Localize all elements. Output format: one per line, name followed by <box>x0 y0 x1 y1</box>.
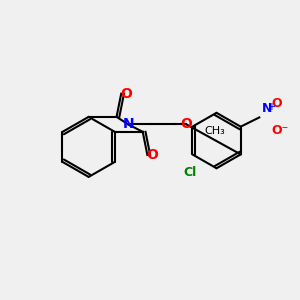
Text: Cl: Cl <box>183 166 197 179</box>
Text: O: O <box>180 117 192 131</box>
Text: O: O <box>271 98 281 110</box>
Text: N: N <box>122 117 134 131</box>
Text: O: O <box>146 148 158 162</box>
Text: N: N <box>262 102 272 115</box>
Text: +: + <box>267 102 275 112</box>
Text: O⁻: O⁻ <box>271 124 288 137</box>
Text: O: O <box>120 87 132 101</box>
Text: CH₃: CH₃ <box>204 126 225 136</box>
